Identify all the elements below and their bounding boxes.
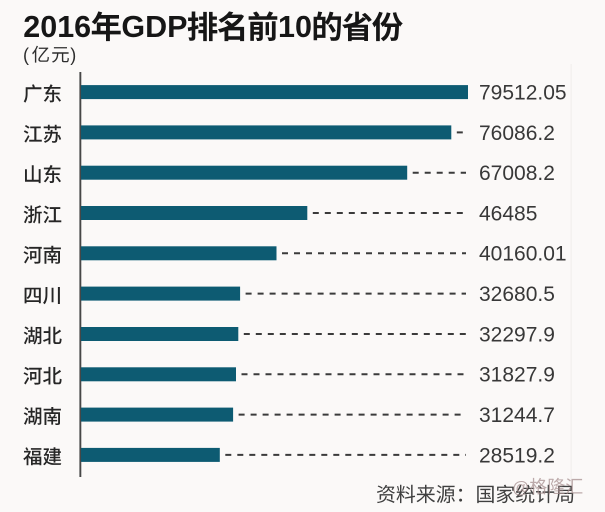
svg-text:76086.2: 76086.2 [479,122,555,145]
svg-text:32680.5: 32680.5 [479,283,555,306]
svg-text:): ) [70,45,76,65]
svg-text:31244.7: 31244.7 [479,404,555,427]
svg-text:28519.2: 28519.2 [479,444,555,467]
svg-text:32297.9: 32297.9 [479,323,555,346]
svg-text:10: 10 [278,10,312,44]
svg-text:67008.2: 67008.2 [479,162,555,185]
svg-text:@: @ [512,478,529,497]
svg-text:2016: 2016 [23,10,91,44]
svg-text:GDP: GDP [121,10,187,44]
svg-text:(: ( [23,45,29,65]
svg-text:40160.01: 40160.01 [479,243,567,266]
svg-text:46485: 46485 [479,202,537,225]
svg-text:79512.05: 79512.05 [479,82,567,105]
svg-text:31827.9: 31827.9 [479,364,555,387]
